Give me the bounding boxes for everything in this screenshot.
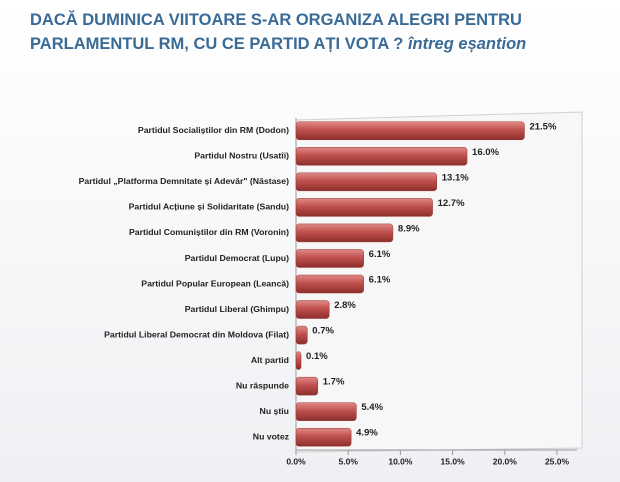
value-label: 8.9% (398, 223, 420, 234)
value-label: 6.1% (369, 275, 391, 286)
bar (295, 172, 438, 192)
bar (295, 427, 352, 447)
bar (295, 325, 308, 345)
bar (295, 351, 302, 370)
bar (295, 147, 468, 166)
value-label: 16.0% (472, 147, 499, 158)
y-tick-label: Partidul Comuniștilor din RM (Voronin) (129, 227, 289, 237)
y-tick-label: Alt partid (251, 355, 289, 365)
y-tick-label: Partidul Socialiștilor din RM (Dodon) (138, 125, 289, 135)
bar (295, 198, 433, 217)
y-tick-label: Partidul Acțiune și Solidaritate (Sandu) (129, 202, 290, 212)
x-tick-label: 20.0% (493, 456, 518, 466)
bar (295, 249, 364, 268)
y-tick-label: Partidul „Platforma Demnitate și Adevăr"… (79, 176, 290, 186)
value-label: 5.4% (361, 402, 383, 413)
value-label: 21.5% (529, 121, 556, 132)
y-tick-label: Partidul Popular European (Leancă) (141, 278, 289, 288)
chart-subtitle: întreg eșantion (407, 35, 527, 53)
y-tick-label: Partidul Liberal (Ghimpu) (185, 304, 289, 314)
value-label: 13.1% (442, 172, 469, 183)
x-tick-label: 25.0% (545, 456, 570, 466)
x-tick-label: 15.0% (441, 456, 466, 466)
bar (295, 300, 330, 319)
value-label: 4.9% (356, 428, 378, 439)
bar (295, 223, 394, 243)
bar (295, 274, 364, 294)
y-tick-label: Nu răspunde (236, 380, 289, 390)
value-label: 1.7% (323, 377, 345, 388)
y-tick-label: Partidul Democrat (Lupu) (185, 253, 289, 263)
value-label: 6.1% (369, 249, 391, 260)
bar (295, 376, 318, 396)
y-tick-label: Nu votez (253, 432, 290, 442)
x-tick-label: 0.0% (286, 456, 306, 466)
value-label: 12.7% (438, 198, 465, 209)
title-block: DACĂ DUMINICA VIITOARE S-AR ORGANIZA ALE… (30, 8, 605, 56)
chart-title: DACĂ DUMINICA VIITOARE S-AR ORGANIZA ALE… (30, 11, 522, 53)
x-tick-label: 10.0% (388, 456, 413, 466)
bar (295, 121, 525, 141)
y-tick-label: Nu știu (260, 406, 289, 416)
bar (295, 402, 357, 421)
value-label: 0.1% (306, 351, 328, 362)
y-tick-label: Partidul Nostru (Usatîi) (194, 151, 289, 161)
x-tick-label: 5.0% (339, 456, 359, 466)
y-tick-label: Partidul Liberal Democrat din Moldova (F… (104, 329, 289, 339)
value-label: 0.7% (312, 326, 334, 337)
value-label: 2.8% (334, 300, 356, 311)
